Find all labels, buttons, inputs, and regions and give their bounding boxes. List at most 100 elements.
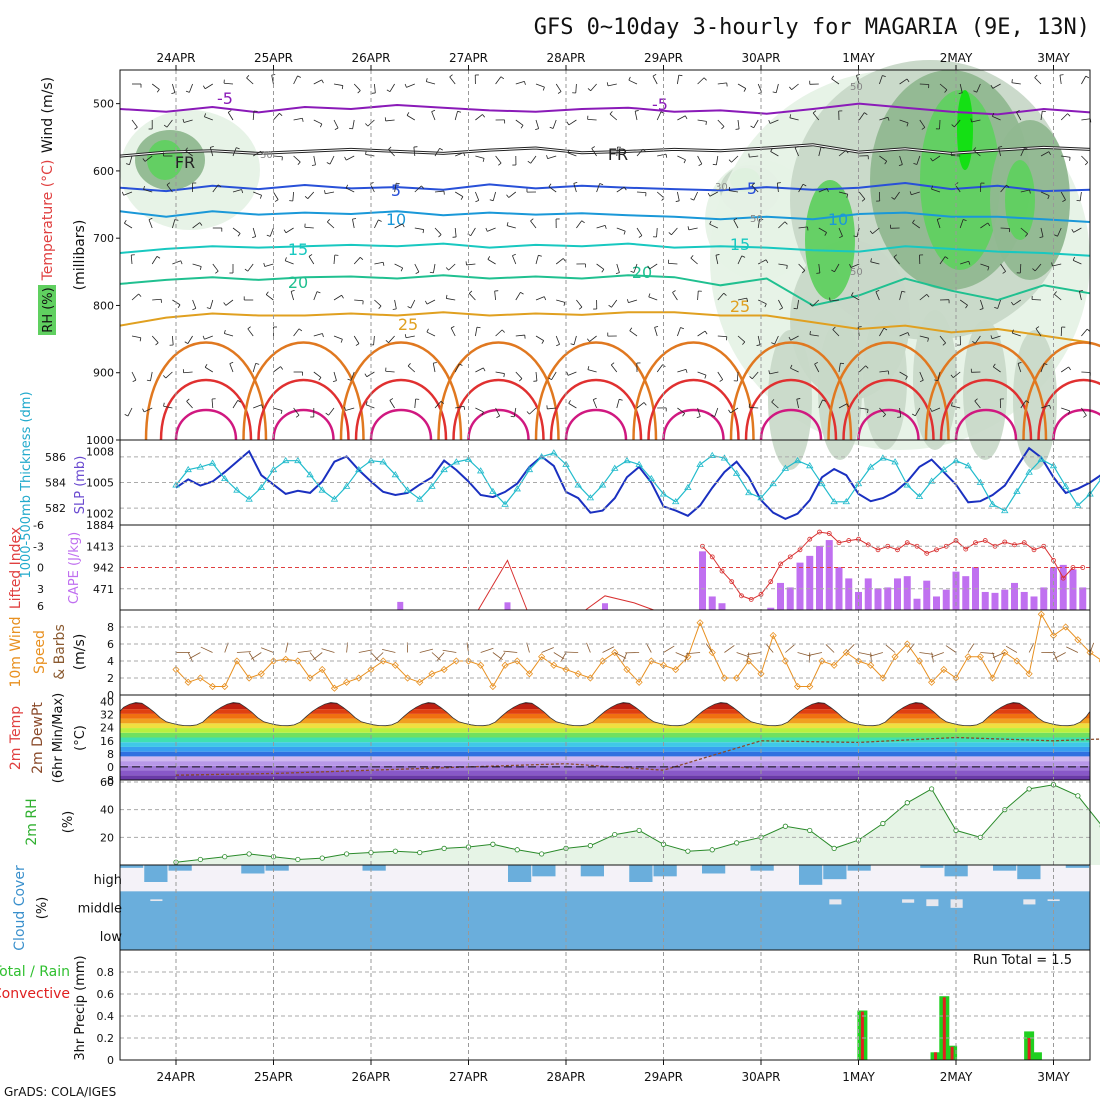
wind-barb-feather [407, 363, 411, 367]
lifted-index-marker [1031, 547, 1037, 553]
wind-barb-feather [1051, 262, 1053, 267]
wind-barb [434, 190, 444, 193]
wind-barb-feather [206, 307, 211, 310]
wind-barb-feather [1085, 75, 1090, 79]
wind-barb-feather [1072, 256, 1076, 261]
wind-barb [265, 294, 274, 301]
wind-barb-feather [831, 269, 835, 273]
cape-bar [1020, 591, 1028, 610]
wind10-barb [622, 652, 628, 663]
warm-dome [1022, 341, 1100, 441]
wind-barb-feather [998, 146, 1003, 148]
wind-barb-feather [228, 110, 232, 113]
wind-barb-feather [174, 218, 179, 221]
cloud-high-bar [702, 865, 726, 874]
cloud-high-bar [265, 865, 289, 871]
warm-dome [437, 341, 560, 441]
wind10-barb [858, 652, 873, 656]
wind-barb-feather [1068, 410, 1071, 415]
wind-barb-feather [814, 362, 818, 365]
wind-barb [426, 331, 436, 337]
thickness-marker [1001, 506, 1009, 514]
wind-barb-feather [332, 380, 337, 383]
wind-barb [290, 291, 294, 301]
wind10-barb [919, 652, 934, 655]
wind-barb [856, 75, 860, 85]
wind-barb [1078, 291, 1082, 301]
wind-barb [455, 405, 465, 409]
wind10-barb [564, 651, 579, 653]
wind-barb [998, 147, 1001, 157]
wind-barb-feather [422, 229, 425, 234]
precip-conv-bar [950, 1046, 954, 1060]
cape-bar [777, 582, 784, 610]
wind-barb [166, 184, 173, 193]
wind-barb [353, 257, 361, 265]
wind10-marker [720, 674, 729, 682]
wind-barb [253, 404, 262, 409]
wind10-barb [321, 648, 335, 653]
warm-dome [729, 341, 853, 441]
date-label-bottom: 26APR [351, 1070, 390, 1084]
wind-barb [365, 404, 375, 409]
wind-barb [204, 116, 213, 121]
wind-barb [247, 328, 254, 337]
wind10-marker [489, 682, 497, 691]
wind-barb-feather [496, 415, 500, 419]
warm-dome [257, 378, 350, 441]
wind-barb-feather [606, 82, 609, 86]
wind-barb [151, 335, 159, 343]
wind10-barb [358, 649, 373, 653]
wind-barb [124, 222, 133, 229]
wind-barb-feather [648, 293, 651, 298]
wind-barb [130, 254, 133, 265]
contour-label-20: 20 [632, 263, 652, 282]
wind-barb [333, 371, 337, 381]
wind-barb [616, 263, 620, 273]
wind-barb [535, 371, 538, 381]
wind-barb [345, 407, 355, 411]
cape-tick-label: 471 [93, 583, 114, 596]
wind10-barb [645, 642, 652, 653]
wind-barb-feather [506, 222, 509, 226]
wind-barb [1081, 118, 1091, 121]
wind-barb [1034, 77, 1042, 85]
wind-barb [232, 400, 239, 409]
cloud-middle-gap [1047, 899, 1060, 902]
wind-barb [858, 191, 866, 200]
wind10-tick-label: 0 [107, 689, 114, 702]
wind-barb-feather [263, 262, 266, 267]
cape-bar [825, 540, 833, 610]
wind-barb [798, 184, 804, 193]
wind-barb-feather [192, 308, 196, 311]
wind-barb-feather [483, 367, 486, 372]
cape-bar [864, 578, 872, 610]
wind-barb-feather [404, 83, 407, 88]
wind-barb [1035, 328, 1042, 337]
thickness-marker [525, 465, 534, 473]
wind-barb [1020, 189, 1030, 193]
wind-barb [143, 407, 153, 413]
wind10-marker [830, 661, 838, 669]
wind-barb [434, 227, 442, 235]
warm-dome [452, 378, 545, 441]
wind-barb [697, 407, 701, 417]
wind-barb-feather [573, 181, 578, 184]
wind-barb [1060, 113, 1068, 121]
date-label-top: 29APR [644, 51, 683, 65]
wind-barb-feather [970, 118, 973, 123]
cloud-high-bar [580, 865, 604, 877]
wind-barb [796, 399, 799, 409]
wind10-barb [498, 652, 506, 662]
wind-barb-feather [503, 373, 505, 378]
thickness-marker [745, 488, 753, 496]
temp-band [120, 718, 1090, 724]
wind-barb [1040, 404, 1050, 409]
wind-barb-feather [311, 164, 316, 166]
wind-barb-feather [1047, 195, 1050, 200]
lifted-index-marker [778, 561, 783, 567]
wind-barb-feather [458, 363, 463, 366]
thickness-tick-label: 586 [45, 451, 66, 464]
pressure-tick-label: 700 [93, 232, 114, 245]
wind-barb [548, 186, 557, 193]
